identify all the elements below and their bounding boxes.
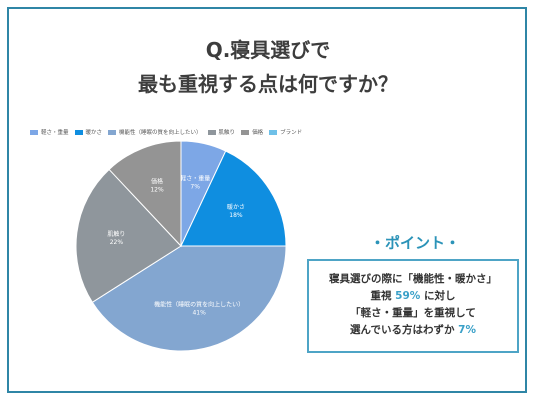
pie-slice [180,150,287,247]
pie-slice [108,140,182,248]
slice-label: 軽さ・重量 [180,174,210,182]
point-line-2-post: に対し [420,290,456,302]
legend-item: ブランド [269,128,302,136]
chart-legend: 軽さ・重量 暖かさ 機能性（睡眠の質を向上したい） 肌触り 価格 ブランド [30,128,330,140]
slice-value-label: 22% [110,239,124,246]
point-highlight-59: 59% [395,290,421,302]
slice-value-label: 7% [190,183,200,190]
legend-swatch [269,129,278,135]
legend-label: 価格 [252,130,264,136]
legend-item: 暖かさ [74,128,103,136]
legend-swatch [207,129,216,135]
point-line-3: 「軽さ・重量」を重視して [350,307,476,319]
legend-label: 機能性（睡眠の質を向上したい） [119,130,202,136]
legend-label: 肌触り [218,130,236,136]
legend-label: ブランド [280,130,303,136]
point-highlight-7: 7% [458,324,476,336]
title-line-2: 最も重視する点は何ですか？ [138,72,398,96]
legend-label: 軽さ・重量 [41,130,69,136]
legend-label: 暖かさ [85,130,103,136]
point-line-1: 寝具選びの際に「機能性・暖かさ」 [329,273,497,285]
point-box: 寝具選びの際に「機能性・暖かさ」 重視 59% に対し 「軽さ・重量」を重視して… [307,259,519,353]
legend-swatch [30,129,38,135]
legend-item: 肌触り [207,128,236,136]
slice-label: 機能性（睡眠の質を向上したい） [154,301,244,309]
point-line-2: 重視 59% に対し [309,288,517,305]
title-line-1: Q.寝具選びで [205,38,331,62]
point-line-4: 選んでいる方はわずか 7% [309,322,517,339]
slice-value-label: 18% [229,212,243,219]
legend-item: 価格 [241,128,263,136]
legend-item: 機能性（睡眠の質を向上したい） [108,128,202,136]
legend-swatch [108,129,117,135]
legend-swatch [241,129,250,135]
slice-label: 暖かさ [227,203,245,211]
slice-label: 肌触り [107,230,125,238]
pie-slice [75,168,182,303]
slice-value-label: 12% [150,186,164,193]
legend-item: 軽さ・重量 [30,128,69,136]
point-heading: ・ポイント・ [369,234,460,252]
legend-swatch [74,129,83,135]
slice-label: 価格 [151,177,163,185]
pie-slice [91,245,287,352]
point-line-4-pre: 選んでいる方はわずか [350,324,459,336]
slice-value-label: 41% [192,310,206,317]
point-line-2-pre: 重視 [370,290,396,302]
